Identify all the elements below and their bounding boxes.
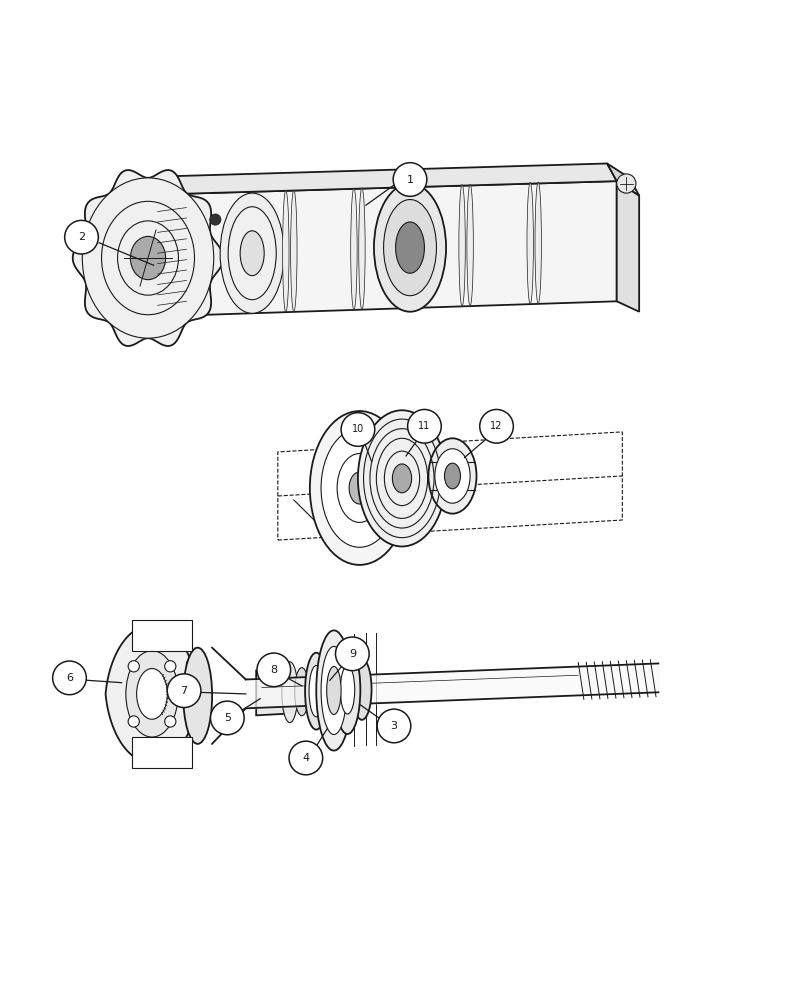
Text: 4: 4 (302, 753, 309, 763)
Polygon shape (105, 625, 198, 763)
Ellipse shape (459, 185, 465, 306)
Circle shape (377, 709, 410, 743)
Ellipse shape (308, 666, 323, 717)
Ellipse shape (309, 411, 409, 565)
Ellipse shape (130, 236, 165, 280)
Text: 9: 9 (349, 649, 356, 659)
Text: 1: 1 (406, 175, 413, 185)
Circle shape (64, 220, 98, 254)
Text: 5: 5 (223, 713, 230, 723)
Circle shape (128, 661, 139, 672)
Ellipse shape (350, 188, 357, 310)
Text: 6: 6 (66, 673, 73, 683)
Ellipse shape (395, 222, 424, 273)
Text: 10: 10 (352, 424, 364, 434)
Polygon shape (168, 163, 616, 194)
Ellipse shape (290, 190, 296, 312)
Ellipse shape (428, 438, 476, 514)
Circle shape (479, 409, 513, 443)
Ellipse shape (326, 666, 340, 715)
Circle shape (257, 653, 290, 687)
Circle shape (165, 716, 176, 727)
Circle shape (393, 163, 426, 196)
Ellipse shape (183, 648, 212, 744)
Ellipse shape (373, 184, 446, 312)
Text: 3: 3 (390, 721, 397, 731)
Ellipse shape (228, 207, 276, 300)
Ellipse shape (156, 188, 188, 319)
Ellipse shape (82, 178, 214, 338)
Text: 7: 7 (181, 686, 187, 696)
Polygon shape (256, 669, 286, 715)
Circle shape (167, 674, 201, 708)
Polygon shape (132, 737, 192, 768)
Ellipse shape (534, 182, 540, 304)
Circle shape (165, 661, 176, 672)
Circle shape (407, 409, 441, 443)
Polygon shape (616, 181, 638, 312)
Ellipse shape (240, 231, 264, 276)
Ellipse shape (137, 669, 167, 719)
Circle shape (616, 174, 635, 193)
Text: 11: 11 (418, 421, 430, 431)
Ellipse shape (126, 651, 178, 737)
Circle shape (210, 214, 221, 225)
Circle shape (210, 701, 244, 735)
Ellipse shape (358, 188, 365, 310)
Ellipse shape (357, 410, 446, 546)
Circle shape (340, 413, 374, 446)
Ellipse shape (294, 668, 308, 716)
Ellipse shape (283, 190, 288, 312)
Ellipse shape (282, 662, 297, 723)
Circle shape (335, 637, 369, 671)
Circle shape (288, 741, 322, 775)
Ellipse shape (334, 646, 360, 734)
Polygon shape (132, 620, 192, 651)
Text: 2: 2 (78, 232, 85, 242)
Ellipse shape (434, 449, 470, 503)
Ellipse shape (336, 454, 381, 522)
Ellipse shape (320, 646, 346, 735)
Polygon shape (73, 170, 223, 346)
Circle shape (128, 716, 139, 727)
Circle shape (53, 661, 86, 695)
Text: 12: 12 (490, 421, 502, 431)
Ellipse shape (220, 193, 284, 313)
Ellipse shape (526, 182, 532, 304)
Polygon shape (606, 163, 638, 196)
Ellipse shape (316, 630, 351, 751)
Ellipse shape (340, 666, 354, 714)
Ellipse shape (467, 184, 473, 306)
Ellipse shape (444, 463, 460, 489)
Polygon shape (186, 648, 195, 744)
Ellipse shape (392, 464, 411, 493)
Text: 8: 8 (270, 665, 277, 675)
Ellipse shape (304, 653, 327, 730)
Ellipse shape (320, 429, 397, 547)
Ellipse shape (352, 659, 371, 720)
Ellipse shape (349, 472, 369, 504)
Ellipse shape (383, 200, 436, 296)
Polygon shape (177, 181, 616, 316)
